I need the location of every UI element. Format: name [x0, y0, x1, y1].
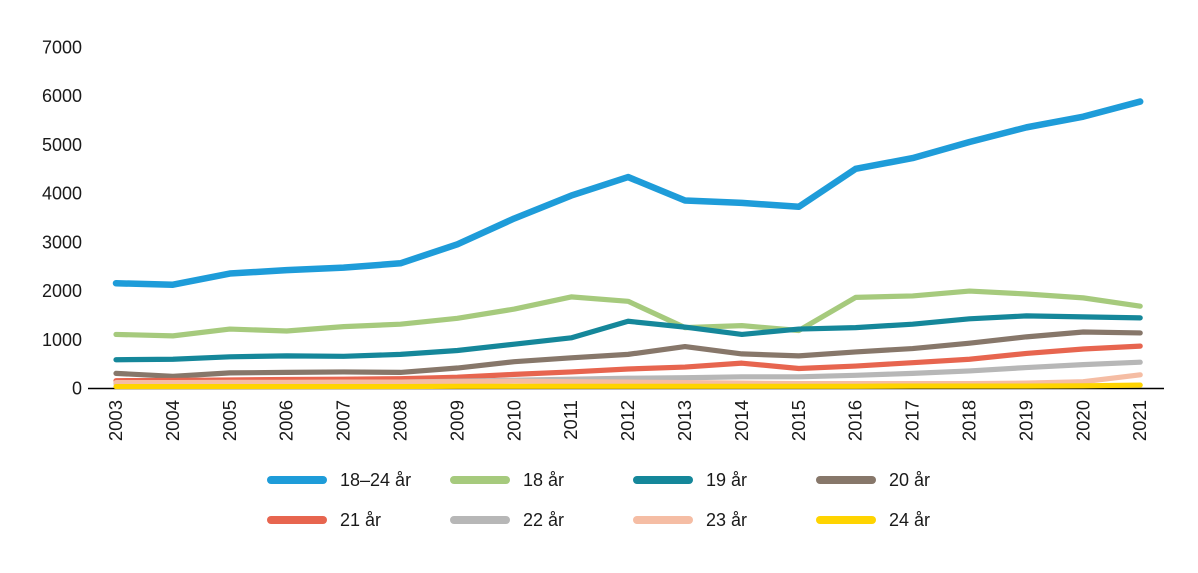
series-line-20-år — [113, 329, 1143, 379]
y-tick-label: 0 — [72, 379, 82, 399]
x-tick-label: 2009 — [446, 400, 467, 441]
x-tick-label: 2011 — [560, 400, 581, 440]
series-line-24-år — [113, 382, 1143, 390]
x-tick-label: 2013 — [674, 400, 695, 441]
x-tick-label: 2010 — [503, 400, 524, 441]
x-tick-label: 2016 — [845, 400, 866, 441]
x-tick-label: 2008 — [390, 400, 411, 441]
x-tick-label: 2018 — [959, 400, 980, 441]
x-tick-label: 2015 — [788, 400, 809, 441]
y-tick-label: 3000 — [42, 232, 82, 252]
x-tick-label: 2012 — [617, 400, 638, 441]
x-tick-label: 2005 — [219, 400, 240, 441]
x-tick-label: 2003 — [105, 400, 126, 441]
series-line-19-år — [113, 313, 1143, 363]
x-tick-label: 2004 — [162, 400, 183, 441]
y-tick-label: 2000 — [42, 281, 82, 301]
series-line-18–24-år — [112, 98, 1144, 288]
y-tick-label: 4000 — [42, 184, 82, 204]
x-tick-label: 2019 — [1015, 400, 1036, 441]
series-line-21-år — [113, 343, 1143, 384]
y-tick-label: 5000 — [42, 135, 82, 155]
x-tick-label: 2017 — [902, 400, 923, 441]
y-tick-label: 7000 — [42, 38, 82, 58]
x-tick-label: 2007 — [333, 400, 354, 441]
x-tick-label: 2006 — [276, 400, 297, 441]
y-tick-label: 6000 — [42, 86, 82, 106]
x-tick-label: 2021 — [1129, 400, 1150, 441]
series-line-18-år — [113, 288, 1143, 339]
x-tick-label: 2020 — [1072, 400, 1093, 441]
y-tick-label: 1000 — [42, 330, 82, 350]
x-tick-label: 2014 — [731, 400, 752, 441]
